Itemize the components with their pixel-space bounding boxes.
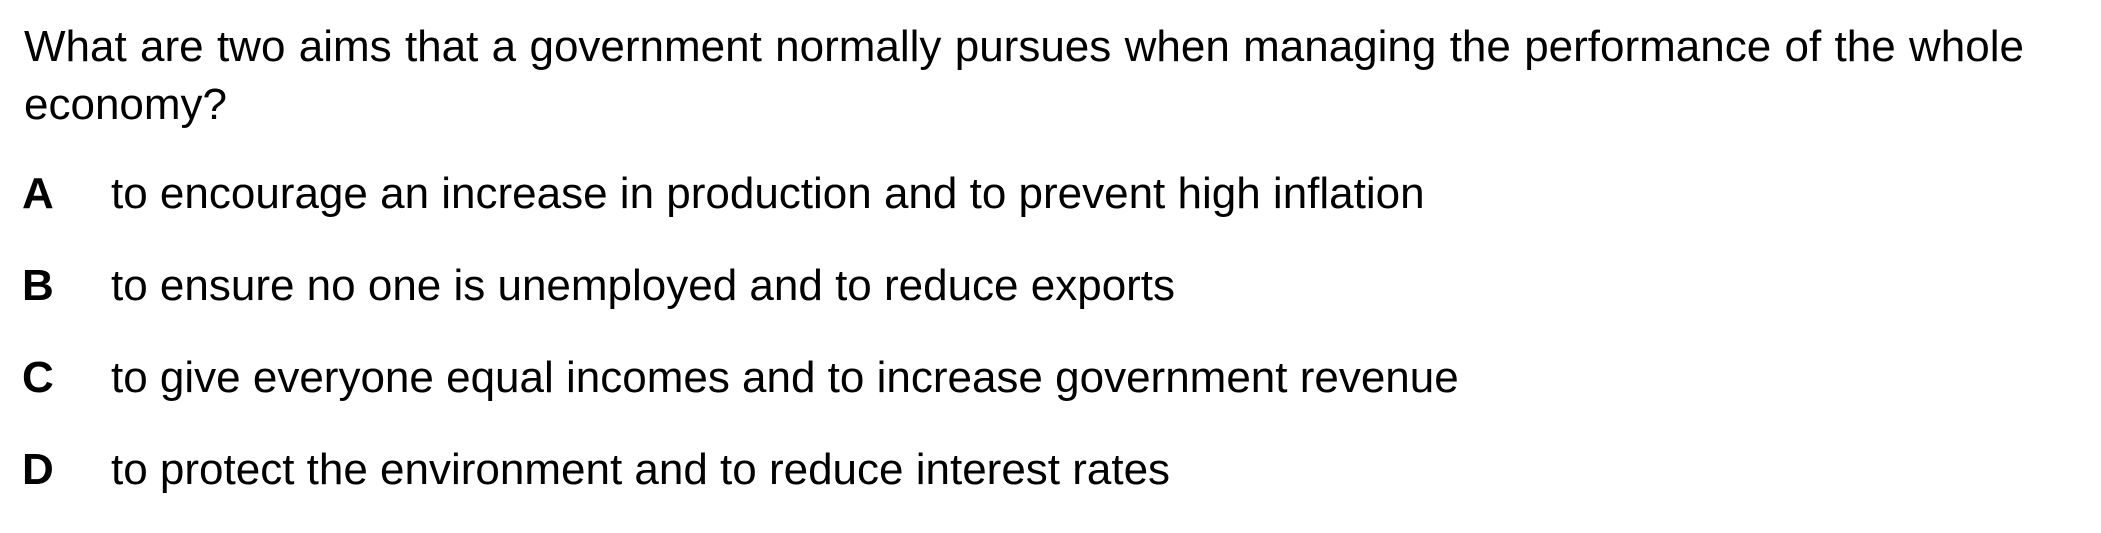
option-letter: D: [22, 445, 54, 494]
option-a: A to encourage an increase in production…: [22, 165, 1922, 257]
option-text: to protect the environment and to reduce…: [111, 445, 1171, 494]
option-text: to encourage an increase in production a…: [111, 169, 1425, 218]
option-d: D to protect the environment and to redu…: [22, 441, 1922, 533]
option-text: to ensure no one is unemployed and to re…: [111, 261, 1176, 310]
option-text: to give everyone equal incomes and to in…: [111, 353, 1459, 402]
option-letter: B: [22, 261, 54, 310]
question-text: What are two aims that a government norm…: [24, 22, 2024, 129]
option-b: B to ensure no one is unemployed and to …: [22, 257, 1922, 349]
option-letter: A: [22, 169, 54, 218]
option-letter: C: [22, 353, 54, 402]
answer-options: A to encourage an increase in production…: [22, 165, 1922, 533]
option-c: C to give everyone equal incomes and to …: [22, 349, 1922, 441]
